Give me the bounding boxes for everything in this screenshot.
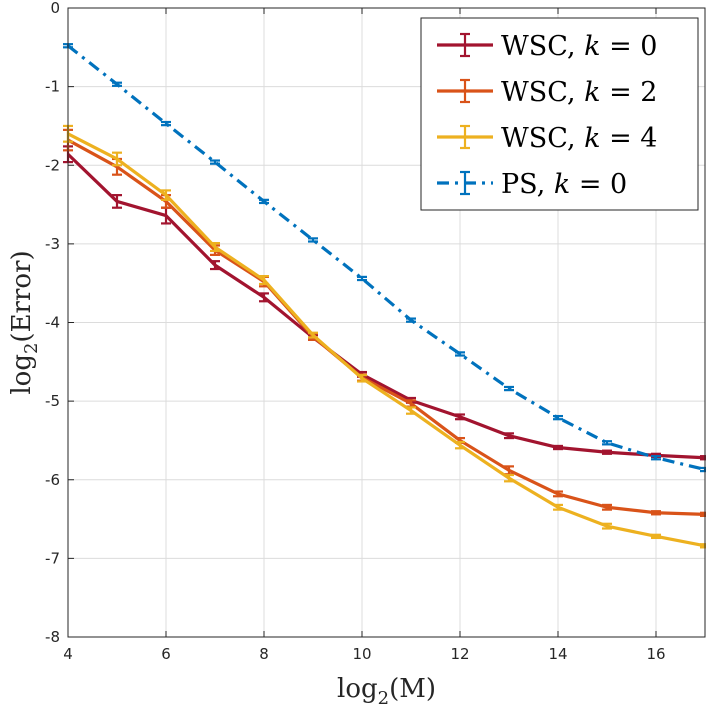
x-axis-label-argument: (M) — [389, 674, 436, 704]
y-tick-label: -8 — [45, 628, 60, 646]
y-tick-label: -6 — [45, 471, 60, 489]
y-tick-label: -2 — [45, 156, 60, 174]
y-axis-label: log2(Error) — [7, 250, 42, 394]
y-tick-label: -4 — [45, 314, 60, 332]
x-tick-label: 14 — [548, 645, 567, 663]
legend-label-prefix: WSC, — [501, 77, 584, 108]
x-axis-label: log2(M) — [337, 674, 436, 708]
legend-label: PS, k = 0 — [501, 169, 627, 200]
legend-item-0: WSC, k = 0 — [437, 31, 657, 62]
x-tick-label: 4 — [63, 645, 73, 663]
y-tick-label: -3 — [45, 235, 60, 253]
y-tick-label: -7 — [45, 549, 60, 567]
legend-item-2: WSC, k = 4 — [437, 123, 657, 154]
x-tick-label: 8 — [259, 645, 269, 663]
legend-label-suffix: = 2 — [600, 77, 657, 108]
y-axis-label-subscript: 2 — [21, 343, 42, 354]
axis-ticks: 4 6 8 10 12 14 16 0 -1 -2 -3 -4 -5 -6 -7 -8 — [45, 0, 666, 663]
legend-item-1: WSC, k = 2 — [437, 77, 657, 108]
legend-label: WSC, k = 2 — [501, 77, 657, 108]
y-tick-label: 0 — [50, 0, 60, 17]
legend-label-variable: k — [584, 77, 600, 108]
data-series — [63, 43, 706, 549]
x-tick-label: 6 — [161, 645, 171, 663]
legend-label-variable: k — [584, 31, 600, 62]
legend-label: WSC, k = 0 — [501, 31, 657, 62]
legend-label-variable: k — [554, 169, 570, 200]
legend-box — [420, 17, 699, 211]
series-line — [67, 138, 706, 516]
x-tick-label: 16 — [646, 645, 665, 663]
x-tick-label: 10 — [352, 645, 371, 663]
y-axis-label-argument: (Error) — [7, 250, 37, 342]
legend-label-prefix: PS, — [501, 169, 554, 200]
legend-label-prefix: WSC, — [501, 31, 584, 62]
legend-label-suffix: = 0 — [600, 31, 657, 62]
legend-label-variable: k — [584, 123, 600, 154]
legend-item-3: PS, k = 0 — [437, 169, 627, 200]
series-line — [66, 153, 706, 460]
series-line — [67, 44, 706, 472]
series-2 — [63, 124, 706, 549]
y-tick-label: -5 — [45, 392, 60, 410]
x-tick-label: 12 — [450, 645, 469, 663]
series-line — [67, 132, 706, 548]
x-axis-label-subscript: 2 — [378, 688, 389, 708]
legend-label-prefix: WSC, — [501, 123, 584, 154]
legend-label-suffix: = 0 — [570, 169, 627, 200]
y-tick-label: -1 — [45, 78, 60, 96]
series-3 — [63, 43, 706, 473]
legend-label: WSC, k = 4 — [501, 123, 657, 154]
legend-label-suffix: = 4 — [600, 123, 657, 154]
